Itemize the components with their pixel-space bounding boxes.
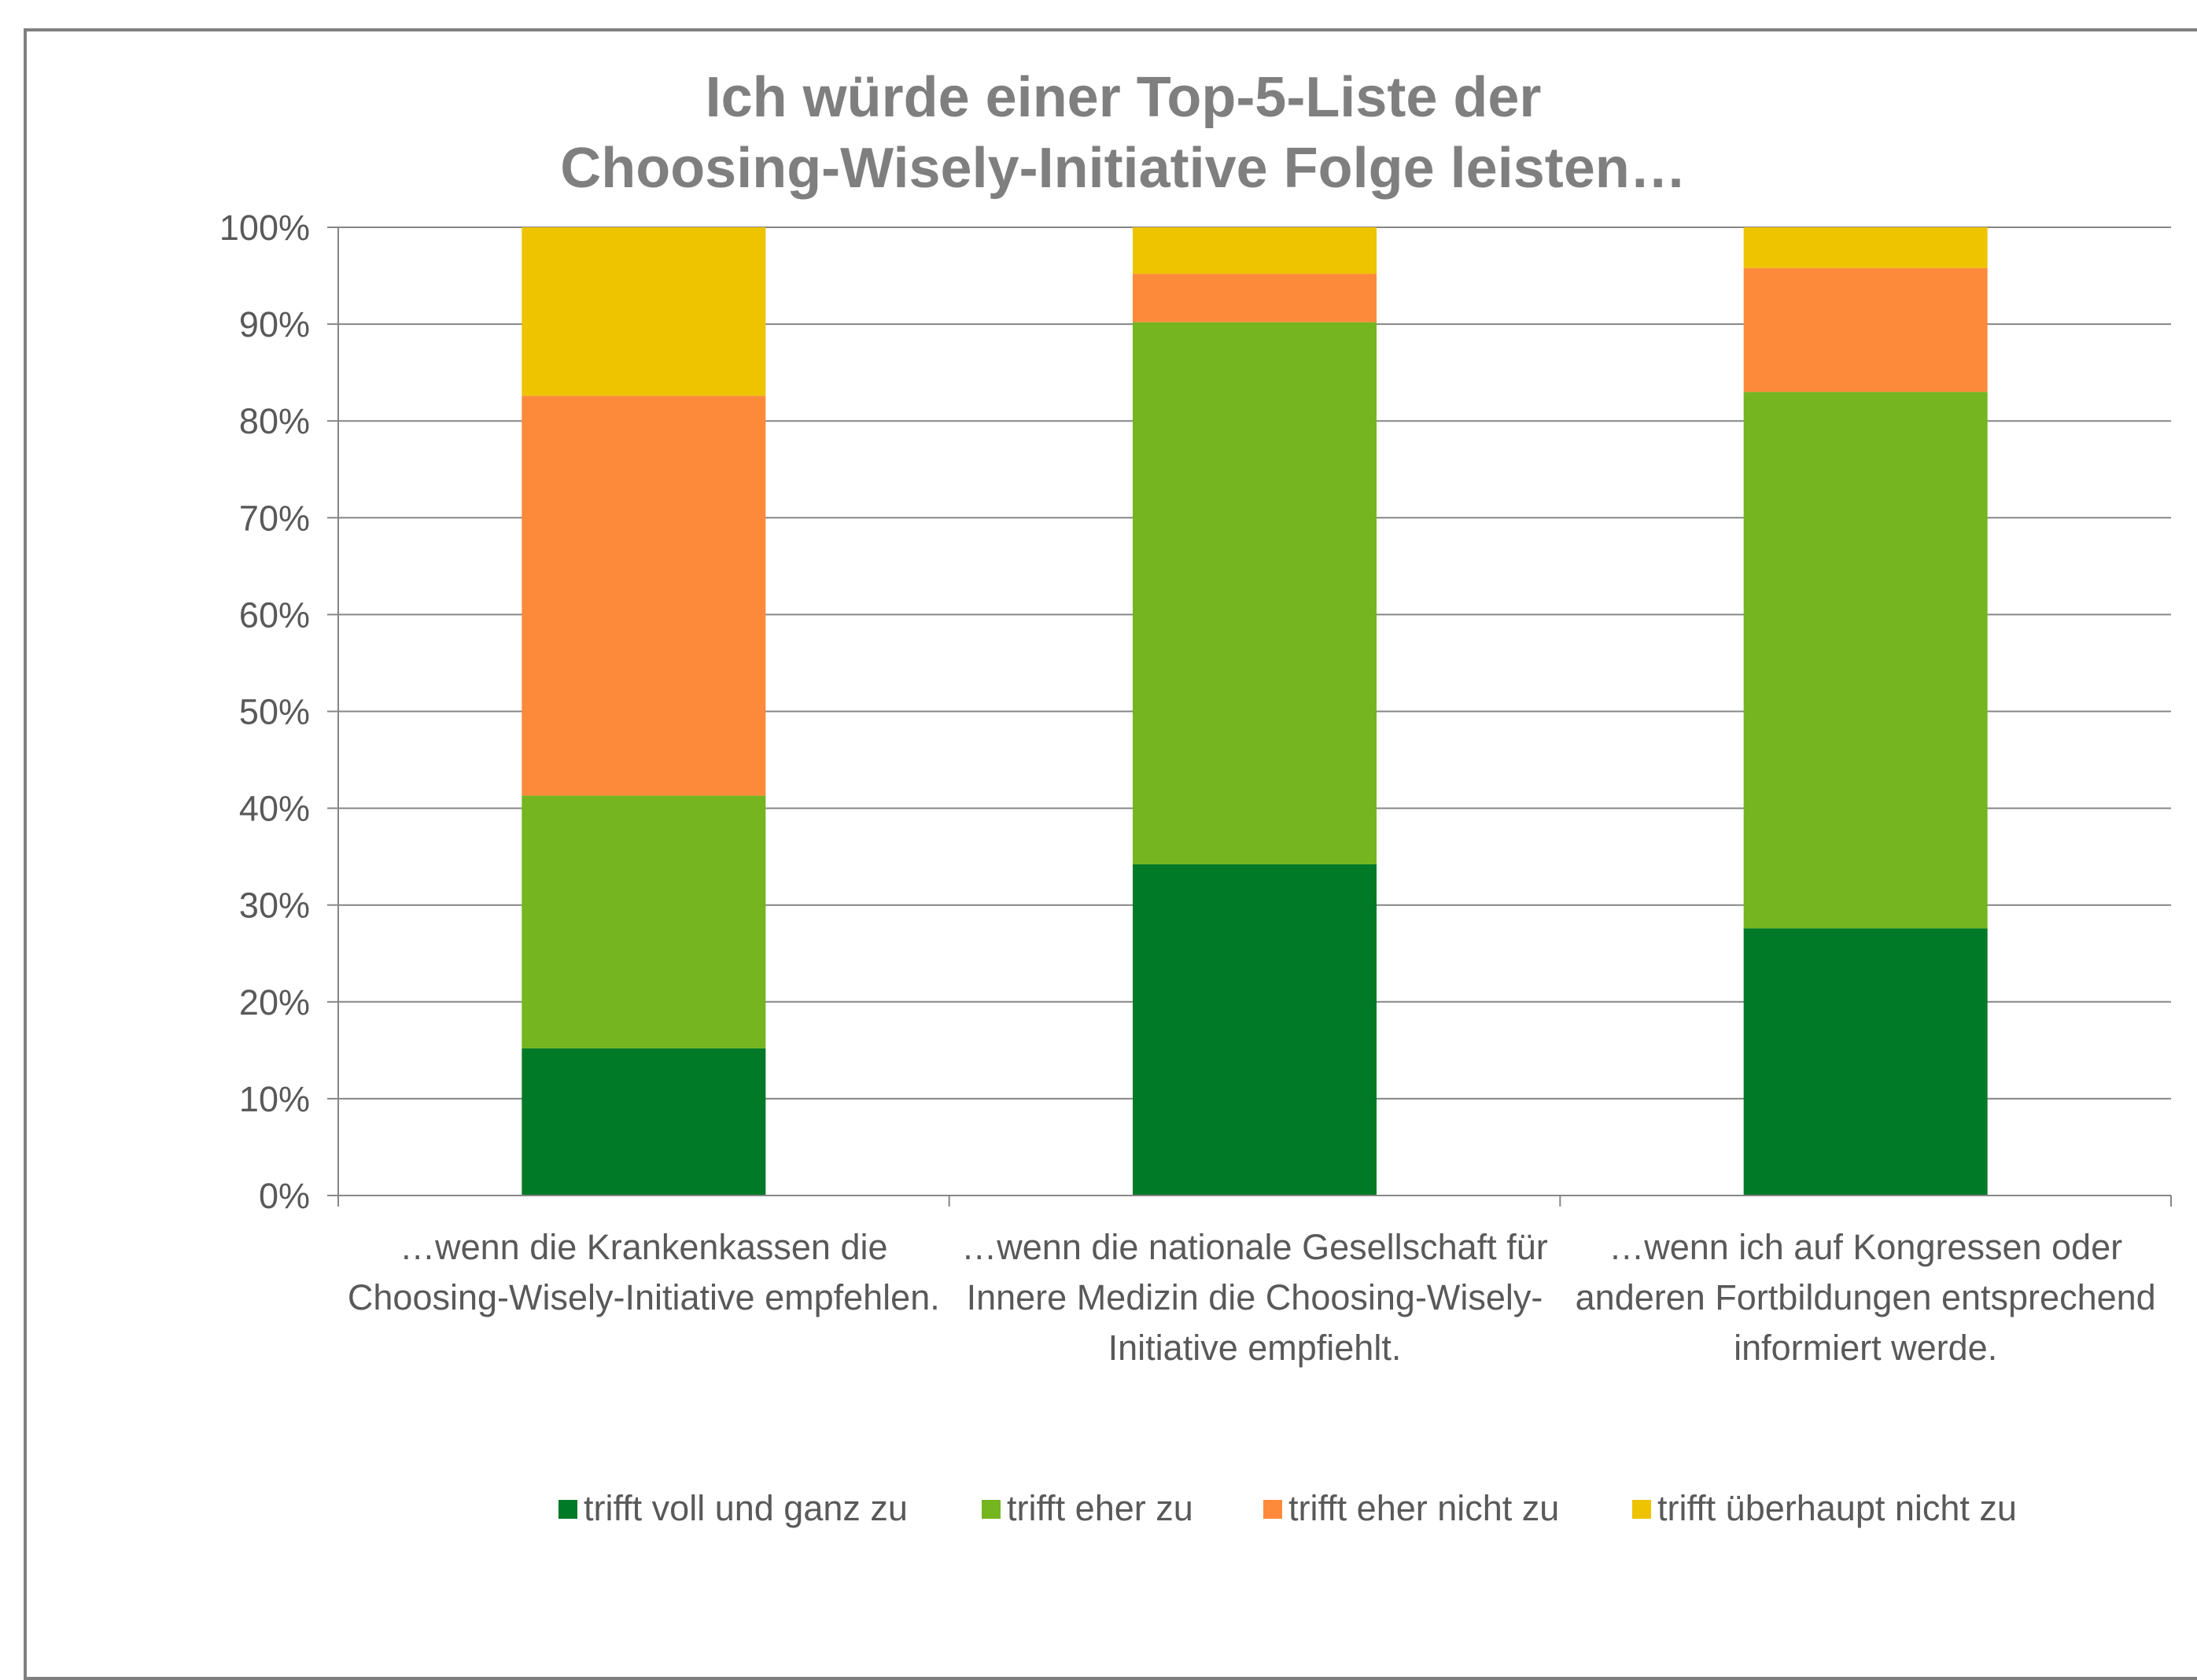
y-tick-label: 10%: [239, 1079, 310, 1119]
y-tick-label: 80%: [239, 401, 310, 441]
bars: [522, 227, 1988, 1196]
x-category-label: …wenn die Krankenkassen die: [400, 1227, 887, 1267]
legend-label: trifft eher nicht zu: [1288, 1488, 1559, 1528]
legend: trifft voll und ganz zu trifft eher zu tri…: [558, 1488, 2017, 1528]
chart-title-line: Ich würde einer Top-5-Liste der: [706, 66, 1542, 129]
bar-segment: [522, 795, 766, 1048]
bar-segment: [1743, 392, 1988, 929]
y-tick-label: 20%: [239, 982, 310, 1022]
x-category-label: Choosing-Wisely-Initiative empfehlen.: [348, 1277, 940, 1317]
x-category-label: Initiative empfiehlt.: [1108, 1328, 1402, 1368]
axes: [327, 227, 2172, 1207]
legend-swatch: [1632, 1500, 1651, 1519]
y-tick-label: 70%: [239, 498, 310, 538]
bar-segment: [1133, 274, 1377, 322]
bar-segment: [1133, 864, 1377, 1196]
y-tick-label: 30%: [239, 886, 310, 926]
bar-segment: [1133, 322, 1377, 864]
y-tick-label: 40%: [239, 789, 310, 829]
x-category-label: …wenn die nationale Gesellschaft für: [961, 1227, 1547, 1267]
y-tick-label: 90%: [239, 304, 310, 344]
bar-segment: [1743, 267, 1988, 392]
chart-title-line: Choosing-Wisely-Initiative Folge leisten…: [560, 137, 1686, 200]
x-category-label: anderen Fortbildungen entsprechend: [1576, 1277, 2156, 1317]
bar-segment: [1743, 227, 1988, 268]
legend-label: trifft überhaupt nicht zu: [1657, 1488, 2017, 1528]
chart-title: Ich würde einer Top-5-Liste der Choosing-…: [560, 66, 1686, 200]
y-tick-label: 50%: [239, 692, 310, 732]
y-tick-label: 0%: [259, 1176, 310, 1216]
legend-swatch: [982, 1500, 1001, 1519]
y-tick-label: 100%: [219, 208, 310, 248]
x-category-label: …wenn ich auf Kongressen oder: [1609, 1227, 2122, 1267]
bar-segment: [522, 396, 766, 796]
y-tick-label: 60%: [239, 595, 310, 635]
bar-segment: [522, 1048, 766, 1196]
x-category-label: informiert werde.: [1734, 1328, 1997, 1368]
legend-swatch: [1263, 1500, 1282, 1519]
y-tick-labels: 0% 10% 20% 30% 40% 50% 60% 70% 80% 90% 100%: [219, 208, 310, 1216]
bar-segment: [1743, 928, 1988, 1196]
bar-segment: [1133, 227, 1377, 274]
legend-swatch: [558, 1500, 577, 1519]
x-category-labels: …wenn die Krankenkassen die Choosing-Wise…: [348, 1227, 2156, 1368]
x-category-label: Innere Medizin die Choosing-Wisely-: [967, 1277, 1543, 1317]
legend-label: trifft voll und ganz zu: [584, 1488, 908, 1528]
bar-segment: [522, 227, 766, 396]
legend-label: trifft eher zu: [1007, 1488, 1193, 1528]
